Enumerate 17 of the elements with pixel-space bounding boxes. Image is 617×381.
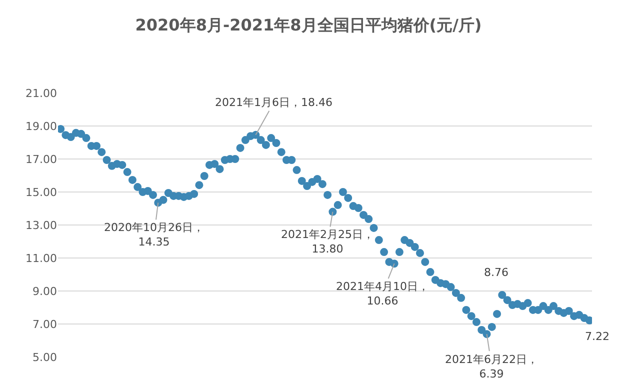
annotation: 7.22 (585, 330, 610, 343)
annotation: 2021年2月25日， 13.80 (281, 228, 374, 256)
y-tick-label: 15.00 (26, 186, 57, 199)
chart-title: 2020年8月-2021年8月全国日平均猪价(元/斤) (135, 15, 482, 34)
y-tick-label: 13.00 (26, 218, 57, 232)
y-tick-label: 5.00 (32, 350, 57, 364)
y-tick-label: 19.00 (26, 120, 57, 133)
annotation: 2021年4月10日， 10.66 (336, 280, 429, 308)
y-tick-label: 21.00 (26, 86, 57, 100)
annotation: 8.76 (484, 266, 508, 279)
y-tick-label: 11.00 (26, 252, 57, 265)
annotation: 2020年10月26日， 14.35 (104, 221, 204, 248)
y-tick-label: 17.00 (26, 152, 57, 166)
annotation: 2021年6月22日， 6.39 (445, 353, 538, 380)
y-tick-label: 9.00 (32, 284, 57, 298)
y-tick-label: 7.00 (32, 318, 57, 331)
annotation: 2021年1月6日，18.46 (215, 96, 332, 109)
